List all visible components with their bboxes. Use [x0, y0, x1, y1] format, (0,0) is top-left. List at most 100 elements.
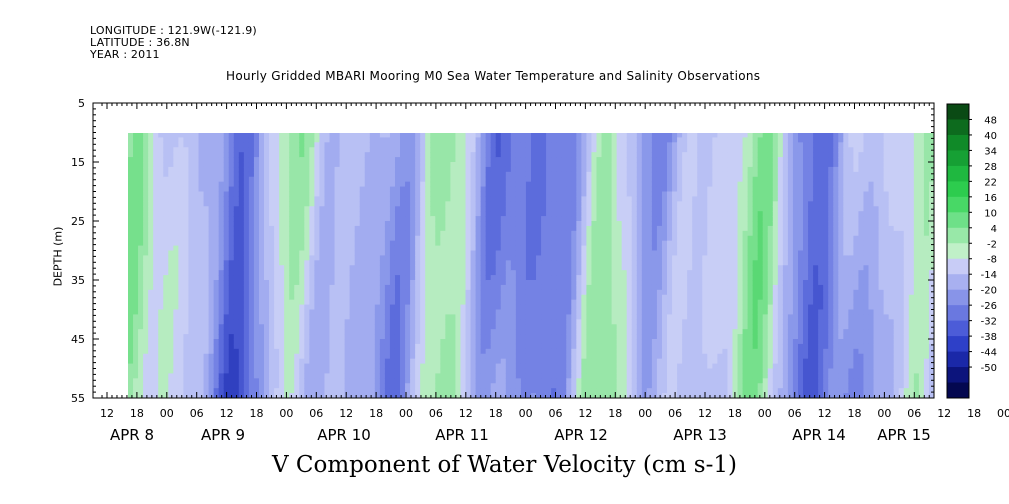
heatmap-cell	[349, 255, 356, 261]
heatmap-cell	[480, 319, 487, 325]
heatmap-cell	[510, 329, 517, 335]
heatmap-cell	[133, 383, 139, 389]
heatmap-cell	[128, 280, 134, 286]
heatmap-cell	[203, 230, 210, 237]
heatmap-cell	[490, 334, 497, 340]
heatmap-cell	[546, 353, 552, 360]
heatmap-cell	[269, 206, 275, 212]
heatmap-cell	[465, 299, 472, 306]
heatmap-cell	[525, 245, 532, 252]
heatmap-cell	[243, 289, 250, 296]
heatmap-cell	[233, 294, 240, 301]
heatmap-cell	[299, 260, 305, 266]
heatmap-cell	[193, 166, 200, 173]
heatmap-cell	[505, 289, 512, 296]
heatmap-cell	[314, 388, 321, 394]
heatmap-cell	[410, 142, 416, 148]
heatmap-cell	[294, 270, 300, 276]
heatmap-cell	[440, 265, 446, 271]
heatmap-cell	[203, 348, 210, 355]
heatmap-cell	[243, 353, 250, 360]
heatmap-cell	[435, 221, 441, 227]
heatmap-cell	[510, 152, 517, 158]
heatmap-cell	[238, 343, 245, 350]
heatmap-cell	[561, 275, 567, 281]
heatmap-cell	[243, 235, 250, 242]
heatmap-cell	[228, 383, 235, 389]
heatmap-cell	[294, 363, 300, 370]
heatmap-cell	[445, 211, 451, 217]
heatmap-cell	[153, 388, 159, 394]
heatmap-cell	[480, 171, 487, 178]
heatmap-cell	[143, 196, 149, 202]
heatmap-cell	[218, 166, 225, 173]
heatmap-cell	[208, 221, 215, 227]
heatmap-cell	[344, 137, 351, 143]
heatmap-cell	[349, 191, 356, 198]
heatmap-cell	[515, 284, 522, 291]
heatmap-cell	[505, 225, 512, 232]
heatmap-cell	[551, 221, 557, 227]
heatmap-cell	[520, 383, 527, 389]
heatmap-cell	[389, 383, 396, 389]
heatmap-cell	[218, 343, 225, 350]
heatmap-cell	[566, 152, 572, 158]
heatmap-cell	[490, 152, 497, 158]
heatmap-cell	[138, 280, 144, 286]
heatmap-cell	[178, 324, 185, 330]
heatmap-cell	[480, 383, 487, 389]
heatmap-cell	[208, 186, 215, 193]
heatmap-cell	[349, 329, 356, 335]
heatmap-cell	[213, 240, 220, 247]
heatmap-cell	[183, 230, 190, 237]
heatmap-cell	[143, 137, 149, 143]
heatmap-cell	[369, 196, 376, 202]
heatmap-cell	[510, 216, 517, 222]
heatmap-cell	[480, 358, 487, 365]
heatmap-cell	[576, 299, 582, 306]
heatmap-cell	[223, 142, 230, 148]
heatmap-cell	[581, 176, 588, 183]
heatmap-cell	[289, 334, 295, 340]
heatmap-cell	[133, 275, 139, 281]
heatmap-cell	[228, 353, 235, 360]
heatmap-cell	[128, 235, 134, 242]
heatmap-cell	[480, 289, 487, 296]
heatmap-cell	[133, 393, 139, 398]
heatmap-cell	[289, 304, 295, 311]
heatmap-cell	[394, 284, 401, 291]
heatmap-cell	[586, 368, 593, 375]
heatmap-cell	[581, 284, 588, 291]
heatmap-cell	[485, 388, 492, 394]
heatmap-cell	[505, 235, 512, 242]
heatmap-cell	[233, 255, 240, 261]
heatmap-cell	[379, 133, 386, 139]
heatmap-cell	[430, 275, 436, 281]
heatmap-cell	[495, 284, 502, 291]
heatmap-cell	[193, 353, 200, 360]
heatmap-cell	[460, 393, 467, 398]
heatmap-cell	[133, 334, 139, 340]
heatmap-cell	[163, 304, 169, 311]
heatmap-cell	[490, 162, 497, 168]
heatmap-cell	[369, 221, 376, 227]
heatmap-cell	[435, 265, 441, 271]
heatmap-cell	[450, 166, 457, 173]
heatmap-cell	[400, 211, 406, 217]
heatmap-cell	[445, 329, 451, 335]
heatmap-cell	[173, 240, 179, 247]
heatmap-cell	[495, 294, 502, 301]
heatmap-cell	[470, 343, 477, 350]
heatmap-cell	[445, 324, 451, 330]
heatmap-cell	[536, 240, 542, 247]
heatmap-cell	[158, 166, 164, 173]
heatmap-cell	[143, 133, 149, 139]
heatmap-cell	[294, 225, 300, 232]
heatmap-cell	[153, 319, 159, 325]
heatmap-cell	[339, 393, 346, 398]
heatmap-cell	[319, 162, 326, 168]
heatmap-cell	[193, 235, 200, 242]
heatmap-cell	[183, 171, 190, 178]
heatmap-cell	[223, 329, 230, 335]
heatmap-cell	[480, 206, 487, 212]
